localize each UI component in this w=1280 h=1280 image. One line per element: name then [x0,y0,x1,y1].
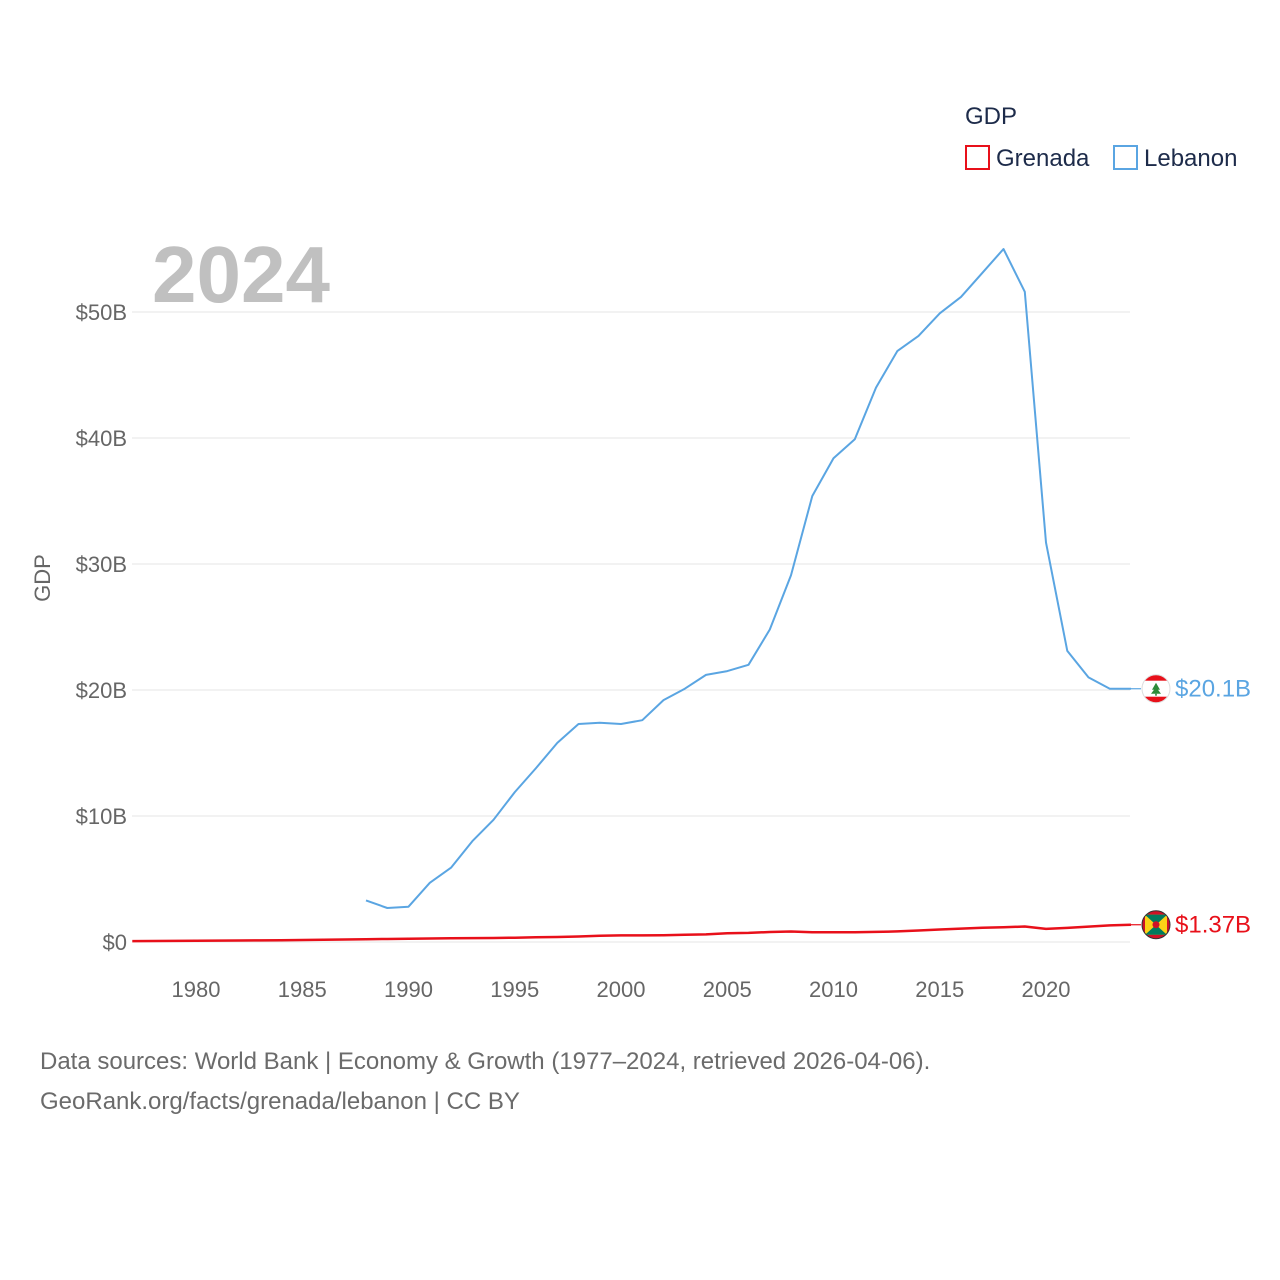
legend-label-grenada[interactable]: Grenada [996,145,1090,172]
end-label-lebanon: $20.1B [1175,676,1251,703]
lebanon-flag-icon [1141,674,1171,704]
end-label-grenada: $1.37B [1175,912,1251,939]
y-tick-label: $20B [76,678,127,703]
legend-label-lebanon[interactable]: Lebanon [1144,145,1237,172]
x-tick-label: 1990 [384,977,433,1002]
x-tick-label: 2010 [809,977,858,1002]
legend-swatch-lebanon[interactable] [1113,145,1138,170]
series-lines [132,248,1141,943]
gridlines [132,311,1130,943]
y-tick-label: $50B [76,300,127,325]
x-tick-label: 1985 [278,977,327,1002]
x-axis-ticks: 1980 1985 1990 1995 2000 2005 2010 2015 2020 [172,977,1071,1002]
y-tick-label: $10B [76,804,127,829]
y-axis-label: GDP [30,554,55,602]
x-tick-label: 2020 [1022,977,1071,1002]
x-tick-label: 1995 [490,977,539,1002]
legend: GDP Grenada Lebanon [965,103,1237,172]
footer-attribution[interactable]: GeoRank.org/facts/grenada/lebanon | CC B… [40,1088,520,1115]
grenada-flag-icon [1141,910,1171,940]
y-tick-label: $0 [103,930,127,955]
legend-swatch-grenada[interactable] [965,145,990,170]
footer-sources: Data sources: World Bank | Economy & Gro… [40,1048,931,1075]
x-tick-label: 2005 [703,977,752,1002]
y-tick-label: $30B [76,552,127,577]
legend-title: GDP [965,103,1017,130]
series-line-lebanon[interactable] [365,248,1131,909]
year-label: 2024 [152,230,330,319]
y-tick-label: $40B [76,426,127,451]
x-tick-label: 2000 [597,977,646,1002]
x-tick-label: 2015 [915,977,964,1002]
y-axis-ticks: $0 $10B $20B $30B $40B $50B [76,300,127,955]
series-line-grenada[interactable] [132,923,1132,943]
x-tick-label: 1980 [172,977,221,1002]
footer: Data sources: World Bank | Economy & Gro… [40,1042,930,1122]
